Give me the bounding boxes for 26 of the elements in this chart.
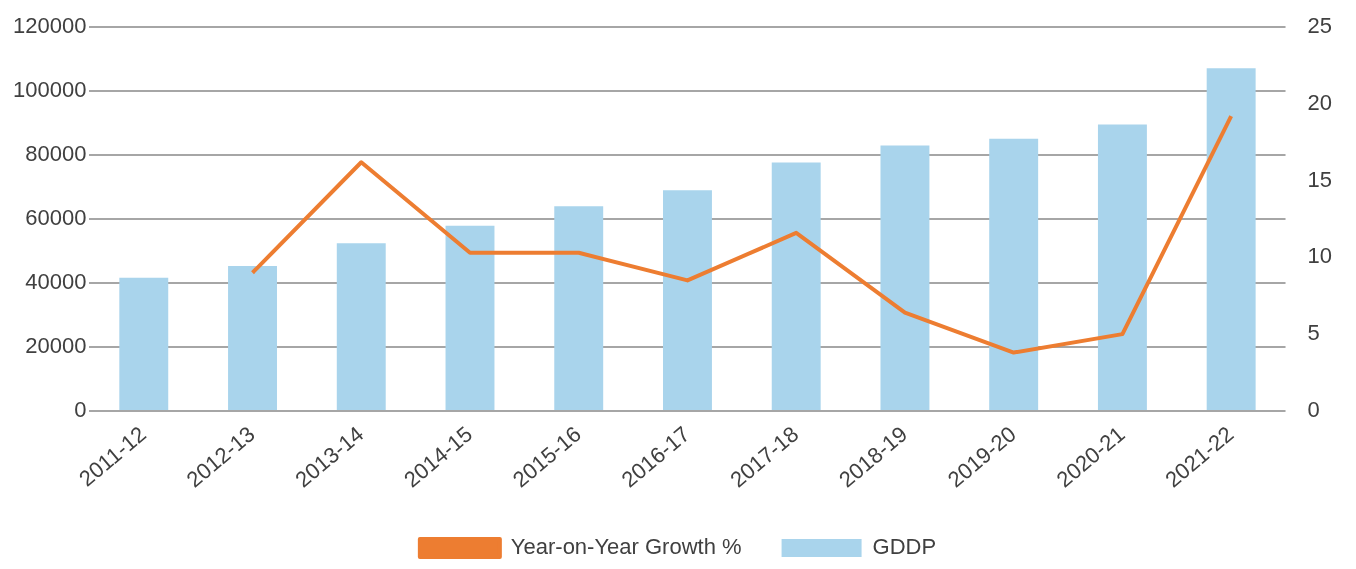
legend-label: GDDP [872,534,937,560]
bar [336,243,386,410]
y-tick-label: 100000 [12,77,87,103]
bar [771,162,821,410]
y2-tick-label: 20 [1307,90,1333,115]
bar [1097,124,1147,410]
bar [228,266,277,410]
y2-tick-label: 0 [1307,396,1320,422]
y-tick-label: 60000 [25,205,87,231]
bar [1206,68,1256,410]
bar [554,206,604,410]
bar [663,190,712,410]
y-tick-label: 20000 [25,332,87,358]
bar [880,145,930,410]
y2-tick-label: 10 [1307,243,1333,269]
y2-tick-label: 25 [1307,13,1333,39]
y-tick-label: 40000 [25,269,87,295]
y2-tick-label: 15 [1307,166,1333,192]
y-tick-label: 120000 [12,13,87,39]
bar [445,225,495,410]
bar [119,277,169,410]
y-tick-label: 0 [74,396,87,422]
legend-label: Year-on-Year Growth % [510,534,742,560]
y-tick-label: 80000 [25,141,87,167]
y2-tick-label: 5 [1307,320,1320,346]
bar [989,138,1039,410]
